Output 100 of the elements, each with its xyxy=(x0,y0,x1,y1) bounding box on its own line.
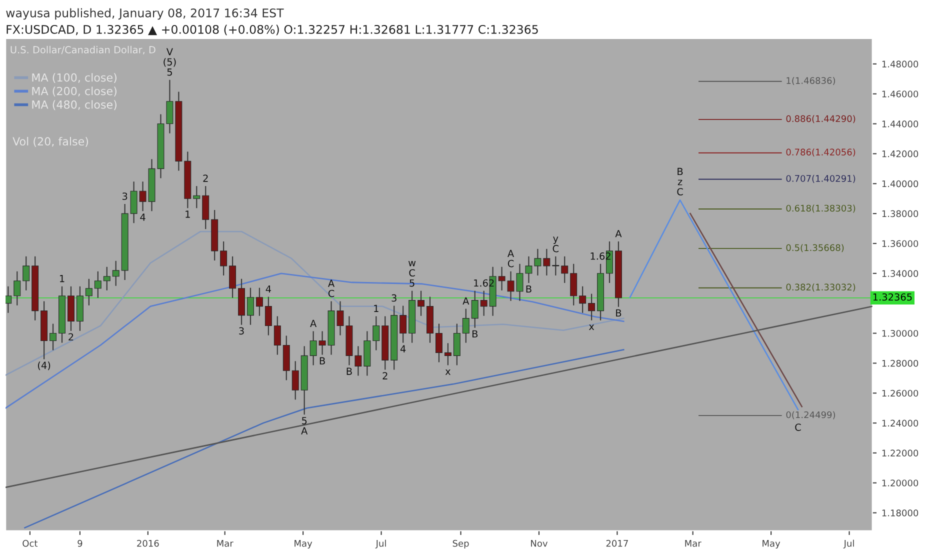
y-tick-label: 1.28000 xyxy=(882,360,918,367)
y-tick-label: 1.26000 xyxy=(882,390,918,397)
annotation: A C xyxy=(508,250,514,268)
candlestick xyxy=(264,296,272,336)
annotation: 4 xyxy=(140,214,146,221)
annotation: C xyxy=(795,424,801,431)
ref-line-label: 1(1.46836) xyxy=(786,76,836,86)
annotation: B xyxy=(346,368,352,375)
x-tick-label: Nov xyxy=(531,540,548,547)
candlestick xyxy=(354,346,362,376)
x-tick-label: 2016 xyxy=(137,540,159,547)
candlestick xyxy=(453,324,460,366)
candlestick xyxy=(418,290,425,316)
annotation: B xyxy=(320,357,325,364)
annotation: B xyxy=(526,285,532,293)
annotation: B xyxy=(616,309,622,316)
annotation: 3 xyxy=(239,327,244,335)
x-tick-label: Mar xyxy=(685,540,702,547)
candlestick xyxy=(229,256,236,298)
candlestick xyxy=(292,361,299,400)
chart-subtitle: FX:USDCAD, D 1.32365 ▲ +0.00108 (+0.08%) O:1.32257 H:1.32681 L:1.31777 C:1.32365 xyxy=(6,24,538,36)
ref-line-label: 0.618(1.38303) xyxy=(786,204,856,213)
legend-title: U.S. Dollar/Canadian Dollar, D xyxy=(10,46,156,54)
y-tick-label: 1.24000 xyxy=(882,420,918,427)
candlestick xyxy=(552,256,560,276)
annotation: y C xyxy=(552,236,559,252)
x-tick-label: May xyxy=(294,540,312,549)
annotation: x xyxy=(445,370,451,375)
y-tick-label: 1.40000 xyxy=(882,180,918,188)
candlestick xyxy=(435,324,442,362)
candlestick xyxy=(50,324,57,350)
chart-title: wayusa published, January 08, 2017 16:34 EST xyxy=(6,8,284,20)
candlestick xyxy=(22,256,30,290)
candlestick xyxy=(112,260,120,286)
x-tick-label: May xyxy=(762,540,780,549)
annotation: 1 xyxy=(60,274,64,282)
y-tick-label: 1.30000 xyxy=(882,330,918,337)
annotation: 2 xyxy=(68,333,74,340)
candlestick xyxy=(310,331,317,366)
annotation: A xyxy=(310,320,317,327)
candlestick xyxy=(6,286,12,313)
x-tick-label: Oct xyxy=(22,540,38,547)
candlestick xyxy=(579,286,586,313)
x-tick-label: Jul xyxy=(375,540,386,548)
annotation: B z C xyxy=(677,168,683,196)
annotation: V (5) 5 xyxy=(164,48,176,76)
ref-line-label: 0.5(1.35668) xyxy=(786,244,844,252)
y-tick-label: 1.48000 xyxy=(882,60,918,68)
y-tick-label: 1.38000 xyxy=(882,210,918,218)
candlestick xyxy=(202,186,210,230)
candlestick xyxy=(561,256,568,283)
annotation: A xyxy=(615,230,622,238)
candlestick xyxy=(247,288,254,325)
annotation: Vol (20, false) xyxy=(12,136,88,147)
x-tick-label: 2017 xyxy=(606,540,628,547)
candlestick xyxy=(462,308,470,343)
candlestick xyxy=(103,266,110,290)
legend-label: MA (200, close) xyxy=(32,86,116,97)
x-tick-label: Mar xyxy=(217,540,234,547)
candlestick xyxy=(14,271,21,306)
annotation: w C 5 xyxy=(408,260,416,287)
annotation: A xyxy=(462,297,470,305)
candlestick xyxy=(543,248,550,276)
annotation: 2 xyxy=(382,372,388,380)
x-tick-label: 9 xyxy=(78,540,82,547)
y-tick-label: 1.42000 xyxy=(882,150,918,158)
annotation: 3 xyxy=(122,192,128,200)
annotation: 2 xyxy=(203,174,208,182)
ref-line-label: 0.786(1.42056) xyxy=(786,148,856,157)
y-tick-label: 1.18000 xyxy=(882,510,918,516)
ref-line-label: 0(1.24499) xyxy=(786,411,836,420)
annotation: 1 xyxy=(374,304,378,312)
candlestick xyxy=(471,290,478,328)
annotation: 1 xyxy=(186,210,190,218)
ref-line-label: 1.32365 xyxy=(873,293,912,301)
annotation: B xyxy=(472,330,478,338)
candlestick xyxy=(94,271,102,298)
candlestick xyxy=(130,182,138,224)
annotation: 4 xyxy=(400,345,406,352)
candlestick xyxy=(588,294,596,320)
annotation: 5 A xyxy=(301,417,308,434)
y-tick-label: 1.44000 xyxy=(882,120,918,128)
y-tick-label: 1.20000 xyxy=(882,480,918,486)
x-tick-label: Jul xyxy=(843,540,854,548)
candlestick xyxy=(274,316,281,355)
annotation: A C xyxy=(328,280,335,298)
y-tick-label: 1.36000 xyxy=(882,240,918,248)
candlestick xyxy=(256,288,263,316)
annotation: (4) xyxy=(38,361,50,370)
y-tick-label: 1.46000 xyxy=(882,90,918,98)
candlestick xyxy=(480,290,488,316)
candlestick xyxy=(85,278,92,306)
candlestick xyxy=(400,306,407,343)
ref-line-label: 0.707(1.40291) xyxy=(786,174,856,183)
candlestick xyxy=(372,316,380,350)
candlestick xyxy=(220,241,228,276)
annotation: x xyxy=(588,324,594,330)
ref-line-label: 0.886(1.44290) xyxy=(786,115,856,124)
candlestick xyxy=(444,343,452,366)
legend-label: MA (100, close) xyxy=(32,73,116,84)
